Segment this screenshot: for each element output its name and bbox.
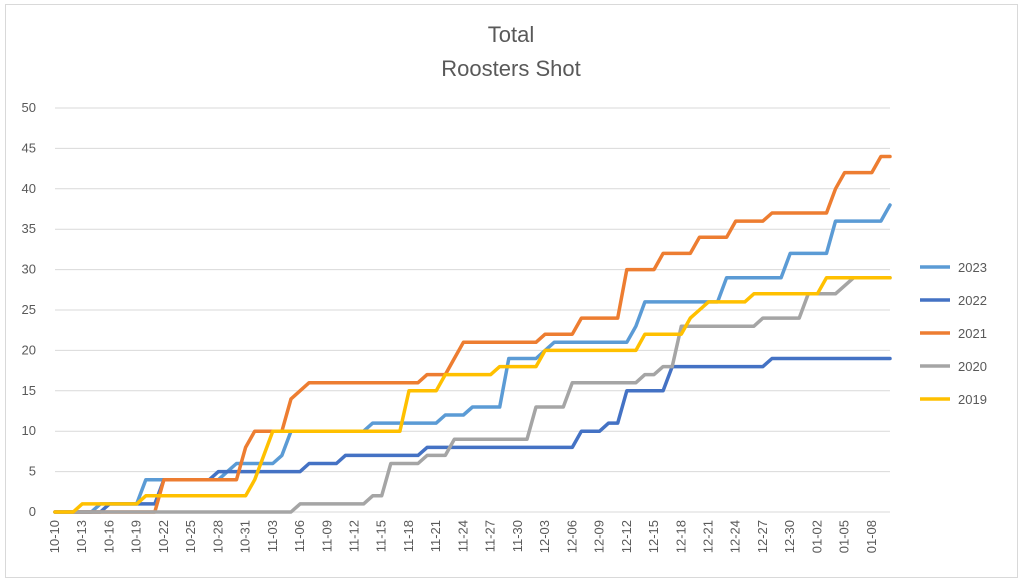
x-axis-ticks: 10-10 10-13 10-16 10-19 10-22 10-25 10-28 10-31… xyxy=(47,520,879,553)
legend-label: 2019 xyxy=(958,392,987,407)
x-tick-label: 11-06 xyxy=(292,520,307,552)
y-tick-label: 0 xyxy=(29,504,36,519)
y-tick-label: 50 xyxy=(22,100,36,115)
legend-label: 2020 xyxy=(958,359,987,374)
series-lines xyxy=(53,154,892,514)
y-tick-label: 40 xyxy=(22,181,36,196)
x-tick-label: 12-21 xyxy=(700,520,715,553)
x-tick-label: 10-10 xyxy=(47,520,62,553)
x-tick-label: 10-25 xyxy=(183,520,198,553)
x-tick-label: 01-08 xyxy=(864,520,879,553)
gridlines xyxy=(55,107,890,513)
chart-frame xyxy=(5,4,1018,578)
legend-label: 2022 xyxy=(958,293,987,308)
series-line-2022 xyxy=(53,356,892,514)
x-tick-label: 01-02 xyxy=(809,520,824,553)
legend: 2023 2022 2021 2020 2019 xyxy=(920,260,987,407)
x-tick-label: 10-22 xyxy=(156,520,171,553)
y-tick-label: 35 xyxy=(22,221,36,236)
series-line-2021 xyxy=(53,154,892,514)
x-tick-label: 10-16 xyxy=(101,520,116,553)
x-tick-label: 12-27 xyxy=(755,520,770,553)
y-tick-label: 10 xyxy=(22,423,36,438)
x-tick-label: 11-12 xyxy=(347,520,362,552)
x-tick-label: 11-30 xyxy=(510,520,525,552)
y-tick-label: 20 xyxy=(22,342,36,357)
y-tick-label: 45 xyxy=(22,140,36,155)
x-tick-label: 12-18 xyxy=(673,520,688,553)
series-line-2020 xyxy=(53,275,892,514)
y-tick-label: 15 xyxy=(22,383,36,398)
x-tick-label: 12-24 xyxy=(728,520,743,553)
x-tick-label: 10-31 xyxy=(238,520,253,553)
x-tick-label: 11-21 xyxy=(428,520,443,552)
x-tick-label: 10-19 xyxy=(129,520,144,553)
x-tick-label: 11-18 xyxy=(401,520,416,552)
legend-label: 2021 xyxy=(958,326,987,341)
x-tick-label: 12-30 xyxy=(782,520,797,553)
legend-label: 2023 xyxy=(958,260,987,275)
x-tick-label: 12-09 xyxy=(592,520,607,553)
x-tick-label: 12-12 xyxy=(619,520,634,553)
x-tick-label: 11-24 xyxy=(455,520,470,552)
x-tick-label: 11-03 xyxy=(265,520,280,552)
x-tick-label: 12-06 xyxy=(564,520,579,553)
y-tick-label: 25 xyxy=(22,302,36,317)
x-tick-label: 11-15 xyxy=(374,520,389,552)
y-tick-label: 5 xyxy=(29,464,36,479)
y-axis-ticks: 0 5 10 15 20 25 30 35 40 45 50 xyxy=(22,100,36,519)
x-tick-label: 11-27 xyxy=(483,520,498,552)
chart-subtitle: Roosters Shot xyxy=(441,56,580,81)
series-line-2023 xyxy=(53,203,892,514)
x-tick-label: 12-15 xyxy=(646,520,661,553)
x-tick-label: 11-09 xyxy=(319,520,334,552)
x-tick-label: 10-28 xyxy=(210,520,225,553)
chart-title: Total xyxy=(488,22,534,47)
series-line-2019 xyxy=(53,275,892,514)
x-tick-label: 01-05 xyxy=(837,520,852,553)
x-tick-label: 10-13 xyxy=(74,520,89,553)
y-tick-label: 30 xyxy=(22,262,36,277)
x-tick-label: 12-03 xyxy=(537,520,552,553)
